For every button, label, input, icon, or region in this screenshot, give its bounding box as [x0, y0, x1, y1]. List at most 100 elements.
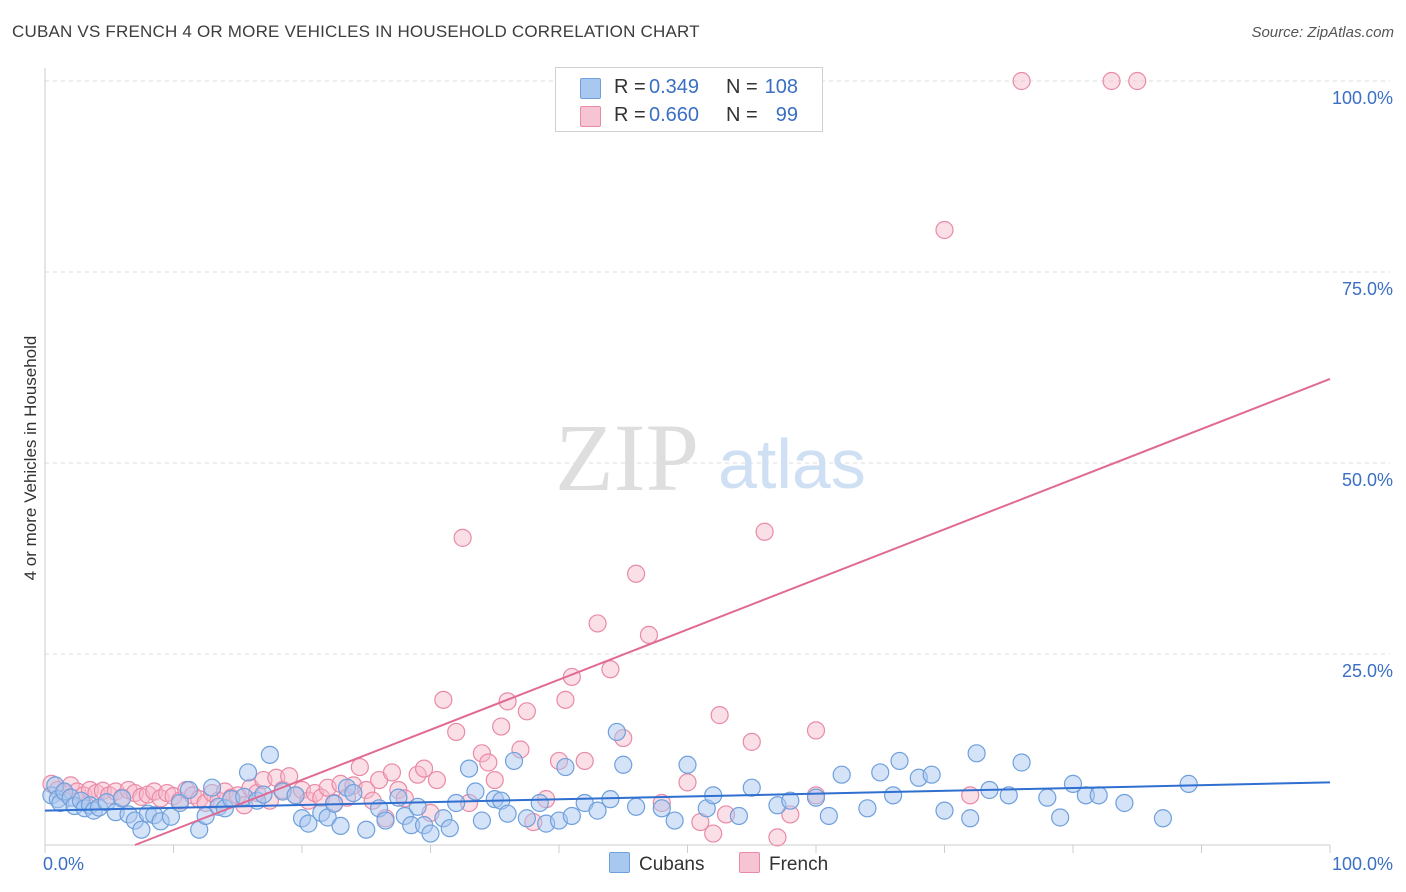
- cubans-point-95: [961, 809, 980, 828]
- french-point-59: [427, 770, 447, 790]
- cubans-point-94: [935, 801, 954, 820]
- bottom-legend-french[interactable]: French: [739, 852, 828, 876]
- cubans-point-77: [665, 811, 684, 830]
- french-point-60: [434, 690, 453, 709]
- cubans-point-90: [883, 786, 903, 805]
- french-legend-swatch: [739, 852, 760, 873]
- cubans-point-38: [299, 814, 318, 833]
- french-point-94: [1012, 71, 1031, 91]
- cubans-point-93: [922, 765, 941, 784]
- y-tick-label-3: 100.0%: [1332, 88, 1393, 108]
- cubans-point-106: [1153, 809, 1173, 828]
- cubans-point-86: [819, 806, 838, 826]
- french-point-66: [485, 770, 504, 790]
- cubans-r-value: 0.349: [649, 76, 700, 98]
- french-point-57: [414, 759, 434, 778]
- x-tick-label-end: 100.0%: [1332, 854, 1393, 874]
- cubans-point-57: [459, 759, 479, 778]
- cubans-point-23: [179, 780, 199, 800]
- cubans-point-55: [440, 819, 459, 838]
- x-tick-label-start: 0.0%: [43, 854, 84, 874]
- french-point-78: [601, 660, 620, 679]
- axes: [44, 68, 1331, 853]
- french-point-97: [806, 721, 826, 740]
- french-point-83: [678, 773, 697, 792]
- cubans-point-76: [652, 799, 671, 818]
- cubans-point-62: [498, 804, 517, 823]
- cubans-point-99: [1012, 753, 1031, 772]
- cubans-n-label: N =: [726, 76, 758, 98]
- french-point-48: [350, 757, 369, 777]
- french-point-61: [447, 722, 466, 742]
- french-point-76: [575, 751, 594, 771]
- french-legend-label: French: [769, 854, 829, 875]
- cubans-series: [42, 722, 1198, 843]
- french-point-88: [755, 522, 774, 541]
- grid-lines: [45, 80, 1390, 655]
- cubans-point-31: [238, 763, 258, 782]
- source-label: Source: ZipAtlas.com: [1251, 24, 1394, 41]
- cubans-point-87: [832, 765, 851, 784]
- cubans-point-96: [967, 744, 986, 763]
- legend-row-cubans: R = 0.349 N = 108: [556, 74, 822, 102]
- cubans-point-100: [1038, 788, 1057, 807]
- chart-title: CUBAN VS FRENCH 4 OR MORE VEHICLES IN HO…: [12, 22, 700, 41]
- french-point-70: [517, 702, 536, 721]
- cubans-point-91: [890, 751, 909, 771]
- cubans-point-71: [588, 801, 607, 820]
- legend-row-french: R = 0.660 N = 99: [556, 102, 822, 130]
- cubans-point-65: [530, 793, 549, 813]
- cubans-point-44: [344, 783, 363, 803]
- cubans-point-56: [447, 793, 466, 813]
- cubans-swatch: [580, 78, 601, 99]
- french-point-67: [492, 717, 511, 736]
- y-tick-label-0: 25.0%: [1342, 661, 1393, 681]
- french-point-96: [1128, 71, 1147, 91]
- cubans-point-69: [562, 806, 581, 826]
- bottom-legend-cubans[interactable]: Cubans: [609, 852, 705, 876]
- french-n-value: 99: [775, 104, 798, 126]
- french-point-80: [626, 564, 646, 583]
- french-trend-line: [134, 378, 1331, 846]
- french-r-value: 0.660: [649, 104, 700, 126]
- french-point-86: [710, 706, 729, 725]
- cubans-point-51: [408, 797, 427, 816]
- cubans-point-42: [331, 816, 350, 836]
- cubans-point-14: [112, 789, 132, 808]
- cubans-n-value: 108: [764, 76, 798, 98]
- cubans-point-53: [421, 824, 440, 843]
- cubans-point-107: [1179, 774, 1198, 793]
- cubans-point-85: [806, 788, 826, 807]
- french-point-95: [1102, 71, 1121, 91]
- y-tick-label-1: 50.0%: [1342, 470, 1393, 490]
- y-axis-label: 4 or more Vehicles in Household: [21, 336, 40, 581]
- tick-labels: 25.0% 50.0% 75.0% 100.0% 0.0% 100.0%: [43, 88, 1393, 874]
- cubans-point-82: [742, 778, 761, 797]
- watermark: ZIP atlas: [555, 404, 866, 511]
- cubans-point-84: [781, 791, 800, 810]
- cubans-point-68: [556, 757, 575, 777]
- cubans-point-36: [286, 786, 305, 805]
- cubans-point-73: [607, 722, 626, 742]
- french-point-92: [935, 220, 954, 240]
- y-tick-label-2: 75.0%: [1342, 279, 1393, 299]
- french-point-64: [472, 744, 491, 763]
- cubans-point-58: [466, 782, 485, 801]
- watermark-zip: ZIP: [555, 404, 699, 511]
- french-point-65: [479, 753, 498, 772]
- cubans-point-75: [626, 797, 646, 816]
- french-point-77: [588, 614, 607, 633]
- french-n-label: N =: [726, 104, 758, 126]
- cubans-point-26: [202, 778, 222, 797]
- cubans-point-78: [678, 755, 697, 774]
- french-point-81: [639, 625, 659, 645]
- cubans-point-81: [729, 806, 749, 826]
- french-point-85: [704, 824, 723, 843]
- cubans-point-34: [260, 745, 279, 764]
- cubans-point-74: [614, 755, 633, 774]
- cubans-point-17: [132, 820, 151, 839]
- cubans-point-98: [999, 786, 1018, 805]
- cubans-point-101: [1051, 808, 1070, 827]
- french-point-62: [453, 528, 472, 547]
